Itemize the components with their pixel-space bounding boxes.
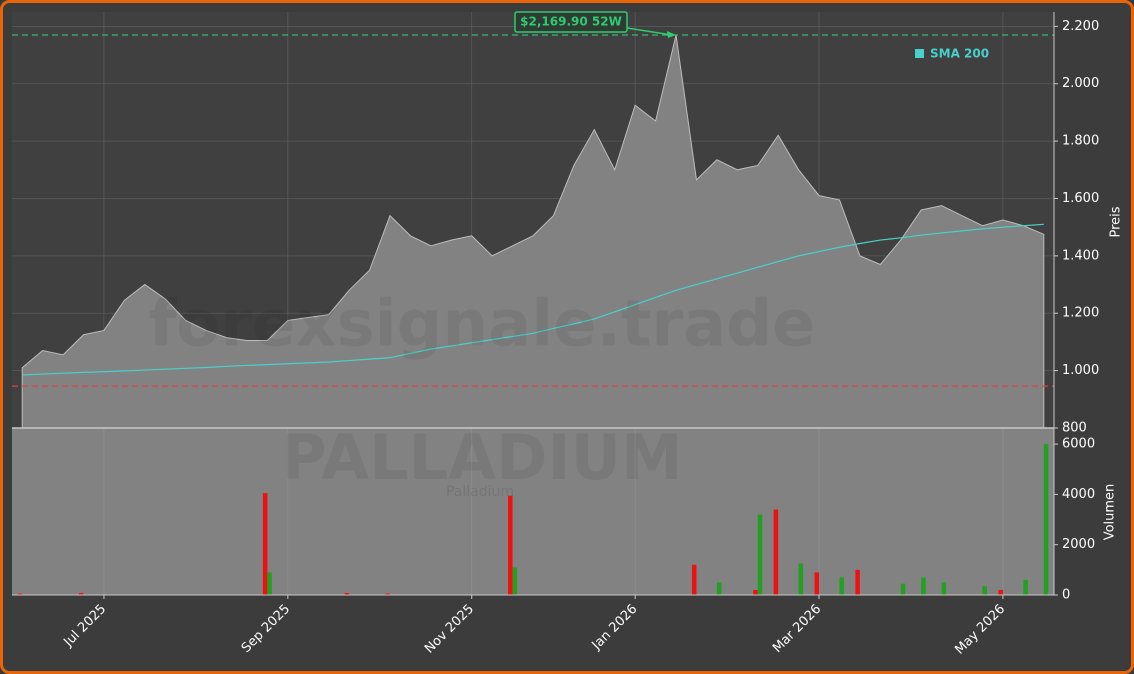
volume-bar bbox=[508, 495, 513, 595]
y-tick-label: 1.200 bbox=[1062, 306, 1099, 321]
volume-bar bbox=[512, 567, 518, 595]
volume-bar bbox=[998, 589, 1003, 595]
volume-axis-label: Volumen bbox=[1103, 484, 1118, 541]
volume-bar bbox=[691, 564, 697, 595]
volume-bar bbox=[79, 592, 84, 595]
y-tick-label: 2.200 bbox=[1062, 19, 1099, 34]
annotation-arrow bbox=[626, 27, 673, 36]
volume-bar bbox=[900, 583, 906, 595]
volume-bar bbox=[921, 577, 926, 595]
volume-tick-label: 4000 bbox=[1062, 487, 1095, 502]
volume-bar bbox=[982, 586, 987, 595]
volume-bar bbox=[1023, 579, 1028, 595]
annotation-arrowhead bbox=[667, 30, 677, 38]
y-tick-label: 2.000 bbox=[1062, 76, 1099, 91]
volume-tick-label: 0 bbox=[1062, 588, 1070, 603]
price-area bbox=[21, 34, 1045, 429]
volume-bar bbox=[941, 582, 947, 595]
volume-bar bbox=[757, 514, 763, 595]
volume-tick-label: 2000 bbox=[1062, 537, 1095, 552]
volume-bar bbox=[753, 589, 758, 595]
volume-tick-label: 6000 bbox=[1062, 437, 1095, 452]
volume-bar bbox=[839, 577, 844, 595]
volume-bar bbox=[773, 509, 779, 595]
watermark: forexsignale.trade bbox=[149, 288, 816, 362]
y-tick-label: 1.000 bbox=[1062, 363, 1099, 378]
legend-swatch bbox=[915, 49, 924, 58]
y-tick-label: 800 bbox=[1062, 421, 1087, 436]
volume-bar bbox=[17, 593, 23, 595]
volume-bar bbox=[344, 592, 350, 595]
volume-bar bbox=[855, 569, 860, 595]
volume-bar bbox=[385, 593, 390, 595]
y-axis-label: Preis bbox=[1109, 206, 1124, 237]
volume-panel bbox=[12, 428, 1054, 595]
volume-bar bbox=[716, 582, 722, 595]
volume-bar bbox=[798, 563, 804, 595]
volume-bar bbox=[267, 572, 272, 595]
legend-label: SMA 200 bbox=[930, 47, 989, 61]
watermark-title: PALLADIUM bbox=[281, 421, 682, 494]
sma-line bbox=[22, 223, 1044, 376]
watermark-subtitle: Palladium bbox=[446, 484, 514, 500]
volume-bar bbox=[814, 572, 820, 595]
y-tick-label: 1.800 bbox=[1062, 134, 1099, 149]
y-tick-label: 1.400 bbox=[1062, 248, 1099, 263]
y-tick-label: 1.600 bbox=[1062, 191, 1099, 206]
volume-bar bbox=[1043, 444, 1049, 595]
annotation-text: $2,169.90 52W bbox=[520, 15, 622, 29]
annotation-box bbox=[514, 11, 628, 33]
volume-bar bbox=[262, 493, 268, 595]
